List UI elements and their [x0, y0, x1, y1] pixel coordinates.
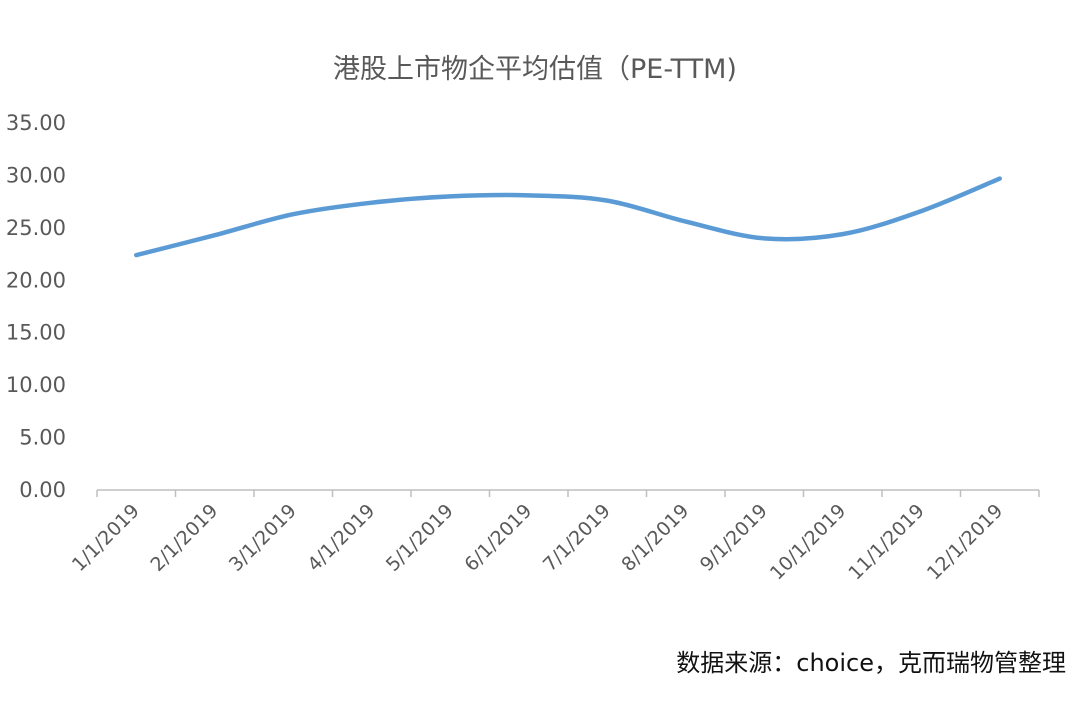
x-axis-ticks: 1/1/2019 2/1/2019 3/1/2019 4/1/2019 5/1/2019…	[68, 490, 1040, 584]
x-tick-label: 11/1/2019	[844, 500, 928, 584]
x-tick-label: 6/1/2019	[460, 500, 536, 576]
series-line	[134, 176, 1002, 258]
y-tick-label: 25.00	[6, 216, 66, 240]
y-tick-label: 0.00	[19, 478, 66, 502]
x-tick-label: 1/1/2019	[68, 500, 144, 576]
y-tick-label: 15.00	[6, 321, 66, 345]
y-tick-label: 10.00	[6, 373, 66, 397]
x-tick-label: 4/1/2019	[303, 500, 379, 576]
y-tick-label: 20.00	[6, 268, 66, 292]
chart-title: 港股上市物企平均估值（PE-TTM)	[333, 54, 737, 85]
x-tick-label: 10/1/2019	[766, 500, 850, 584]
series-layer	[134, 176, 1002, 258]
x-tick-label: 9/1/2019	[696, 500, 772, 576]
x-tick-label: 8/1/2019	[617, 500, 693, 576]
y-tick-label: 35.00	[6, 111, 66, 135]
x-tick-label: 7/1/2019	[539, 500, 615, 576]
x-tick-label: 12/1/2019	[923, 500, 1007, 584]
source-note: 数据来源：choice，克而瑞物管整理	[676, 649, 1066, 677]
x-tick-label: 5/1/2019	[382, 500, 458, 576]
x-tick-label: 2/1/2019	[146, 500, 222, 576]
y-axis-ticks: 0.00 5.00 10.00 15.00 20.00 25.00 30.00 35.00	[6, 111, 66, 502]
x-tick-label: 3/1/2019	[225, 500, 301, 576]
y-tick-label: 30.00	[6, 163, 66, 187]
y-tick-label: 5.00	[19, 426, 66, 450]
